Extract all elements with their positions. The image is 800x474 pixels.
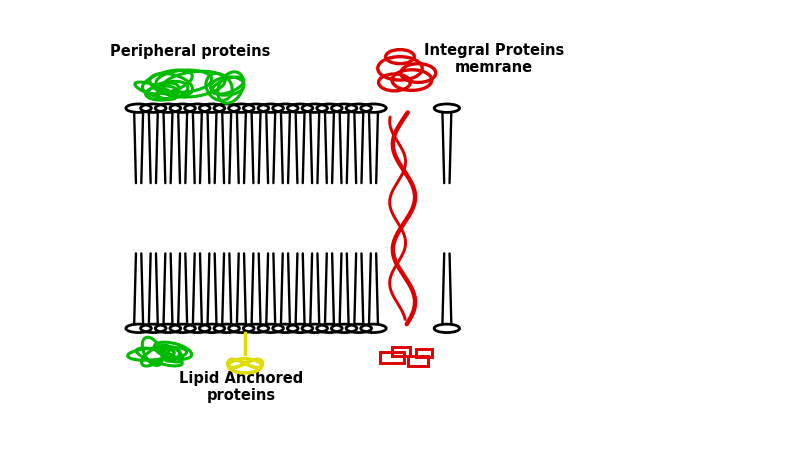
Bar bbox=[380, 352, 404, 364]
Text: Peripheral proteins: Peripheral proteins bbox=[110, 45, 270, 59]
Text: Lipid Anchored
proteins: Lipid Anchored proteins bbox=[179, 371, 303, 403]
Bar bbox=[408, 356, 428, 366]
Bar bbox=[392, 347, 410, 356]
Text: Integral Proteins
memrane: Integral Proteins memrane bbox=[424, 43, 564, 75]
Bar bbox=[416, 349, 432, 357]
